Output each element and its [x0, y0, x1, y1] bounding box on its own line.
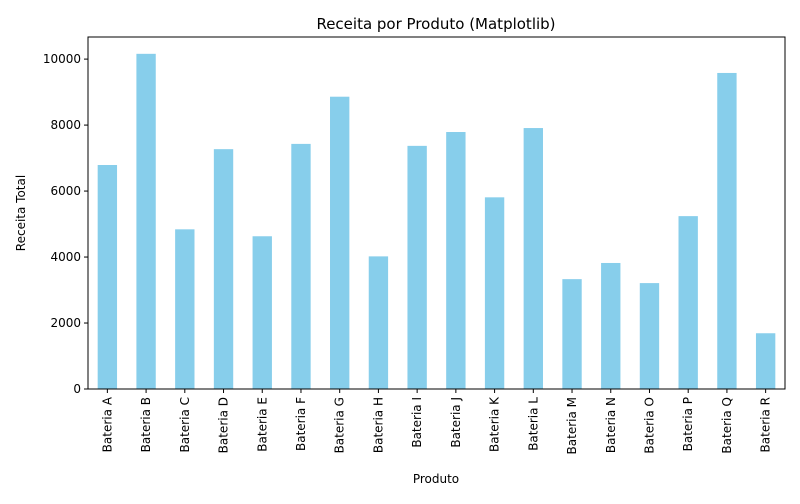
x-tick-label: Bateria Q	[720, 397, 734, 454]
bar-bateria-g	[330, 96, 350, 390]
x-tick-label: Bateria I	[410, 397, 424, 448]
chart-title: Receita por Produto (Matplotlib)	[316, 15, 555, 33]
bar-bateria-f	[291, 143, 311, 389]
y-ticks-layer: 0 2000 4000 6000 8000 10000	[43, 52, 88, 396]
x-tick-label: Bateria J	[449, 397, 463, 448]
bar-bateria-h	[368, 256, 389, 389]
x-tick-label: Bateria B	[139, 397, 153, 452]
bar-bateria-c	[175, 229, 195, 389]
x-tick-label: Bateria F	[294, 397, 308, 451]
x-tick-label: Bateria O	[642, 397, 656, 454]
bar-bateria-m	[562, 279, 582, 389]
y-axis-label: Receita Total	[14, 175, 28, 251]
x-tick-label: Bateria M	[565, 397, 579, 454]
bar-bateria-p	[678, 216, 698, 389]
y-tick-label: 4000	[50, 250, 81, 264]
y-tick-label: 6000	[50, 184, 81, 198]
bar-bateria-k	[484, 197, 505, 389]
bar-bateria-l	[523, 128, 543, 390]
x-tick-label: Bateria H	[371, 397, 385, 453]
x-tick-label: Bateria N	[604, 397, 618, 453]
x-tick-label: Bateria D	[217, 397, 231, 453]
bar-bateria-d	[213, 149, 234, 389]
x-tick-label: Bateria A	[100, 396, 114, 452]
y-tick-label: 8000	[50, 118, 81, 132]
x-tick-label: Bateria L	[526, 397, 540, 451]
bar-bateria-r	[755, 333, 776, 389]
bar-bateria-o	[639, 283, 660, 389]
bars-layer	[97, 53, 776, 390]
x-tick-label: Bateria C	[178, 397, 192, 453]
x-ticks-layer: Bateria A Bateria B Bateria C Bateria D Bate…	[100, 389, 773, 454]
bar-bateria-i	[407, 145, 427, 389]
bar-bateria-j	[446, 132, 466, 389]
bar-bateria-q	[717, 72, 737, 390]
x-tick-label: Bateria G	[333, 397, 347, 453]
bar-bateria-e	[252, 236, 272, 389]
x-tick-label: Bateria E	[255, 397, 269, 452]
x-tick-label: Bateria K	[488, 396, 502, 452]
y-tick-label: 10000	[43, 52, 81, 66]
y-tick-label: 2000	[50, 316, 81, 330]
x-axis-label: Produto	[413, 472, 459, 486]
x-tick-label: Bateria R	[759, 397, 773, 452]
bar-bateria-a	[97, 165, 118, 389]
x-tick-label: Bateria P	[681, 397, 695, 451]
y-tick-label: 0	[73, 382, 81, 396]
bar-bateria-b	[136, 53, 156, 389]
plot-frame	[87, 36, 786, 390]
bar-bateria-n	[601, 262, 621, 389]
